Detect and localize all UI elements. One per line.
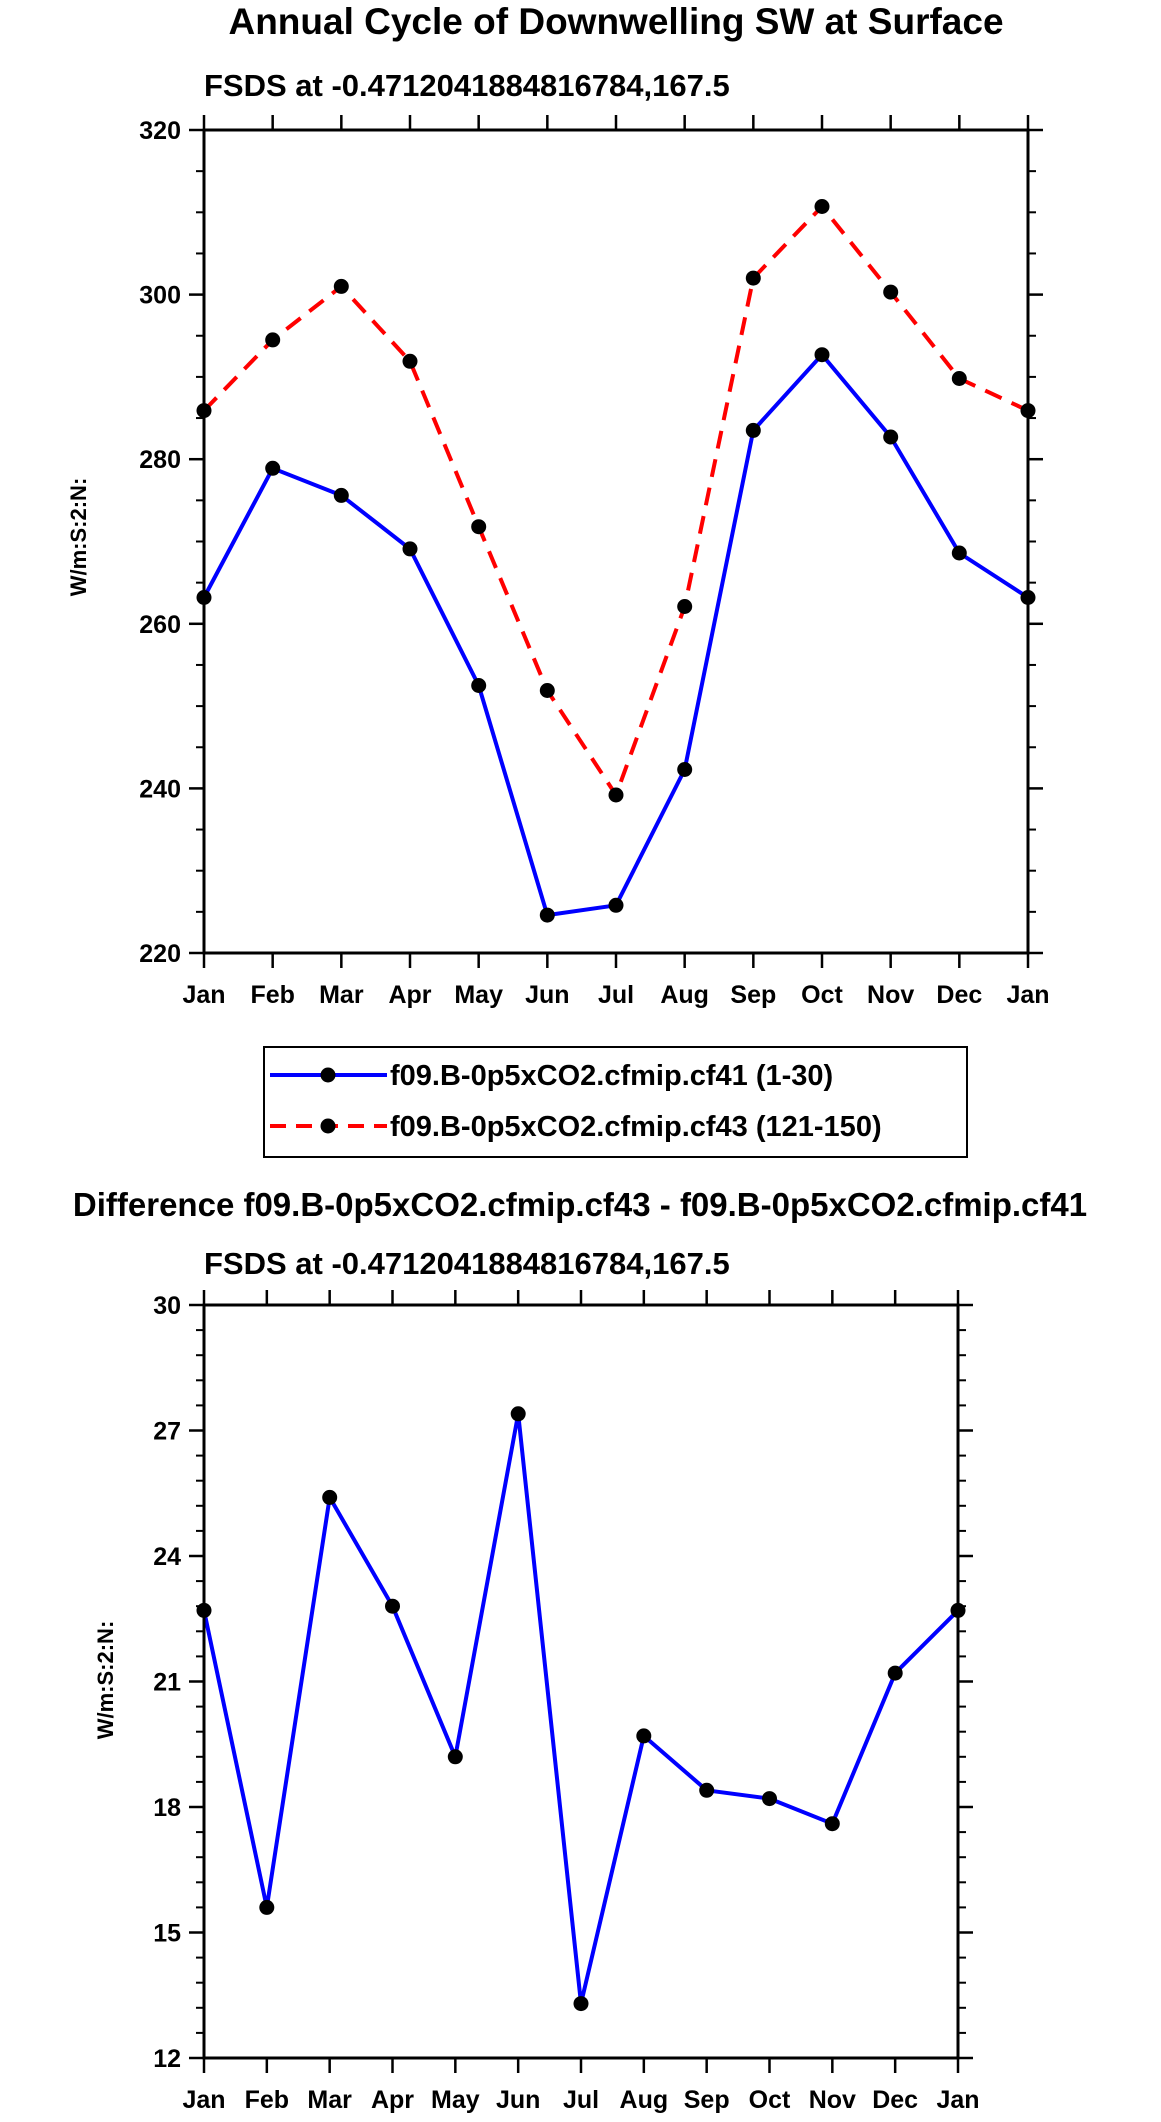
x-tick-label: Dec: [872, 2086, 918, 2114]
data-point-series-2: [814, 199, 830, 214]
y-tick-label: 24: [153, 1543, 181, 1571]
top-chart-y-tick-labels: 220 240 260 280 300 320: [139, 117, 181, 968]
top-chart-ylabel: W/m:S:2:N:: [66, 478, 91, 597]
x-tick-label: Nov: [809, 2086, 856, 2114]
legend-marker-cf43: [320, 1118, 336, 1134]
data-point-series-1: [699, 1782, 715, 1798]
data-point-series-2: [608, 787, 624, 803]
x-tick-label: Oct: [801, 981, 843, 1009]
bottom-chart-plot-frame: [202, 1303, 960, 2060]
top-chart-series: [196, 199, 1036, 923]
data-point-series-1: [322, 1489, 338, 1505]
y-tick-label: 320: [139, 117, 181, 145]
y-tick-label: 30: [153, 1292, 181, 1320]
bottom-chart-subtitle: FSDS at -0.4712041884816784,167.5: [204, 1246, 730, 1281]
legend-label-cf41: f09.B-0p5xCO2.cfmip.cf41 (1-30): [390, 1060, 833, 1092]
data-point-series-2: [265, 332, 281, 348]
top-chart-subtitle: FSDS at -0.4712041884816784,167.5: [204, 68, 730, 103]
x-tick-label: Jun: [496, 2086, 540, 2114]
legend-label-cf43: f09.B-0p5xCO2.cfmip.cf43 (121-150): [390, 1111, 882, 1143]
bottom-chart-x-tick-labels: Jan Feb Mar Apr May Jun Jul Aug Sep Oct Nov Dec Jan: [182, 2086, 979, 2114]
x-tick-label: Jan: [182, 981, 225, 1009]
y-tick-label: 280: [139, 446, 181, 474]
bottom-chart-title: Difference f09.B-0p5xCO2.cfmip.cf43 - f0…: [73, 1186, 1087, 1223]
data-point-series-1: [385, 1598, 400, 1614]
legend: f09.B-0p5xCO2.cfmip.cf41 (1-30) f09.B-0p…: [263, 1046, 968, 1158]
bottom-chart: Difference f09.B-0p5xCO2.cfmip.cf43 - f0…: [73, 1186, 1087, 2114]
bottom-chart-y-tick-labels: 12 15 18 21 24 27 30: [153, 1292, 181, 2073]
x-tick-label: Sep: [684, 2086, 730, 2114]
x-tick-label: Mar: [319, 981, 364, 1009]
y-tick-label: 15: [153, 1920, 181, 1948]
x-tick-label: Jun: [525, 981, 569, 1009]
x-tick-label: Feb: [250, 981, 294, 1009]
bottom-chart-ylabel: W/m:S:2:N:: [93, 1621, 118, 1740]
legend-box: [263, 1046, 968, 1158]
data-point-series-1: [265, 460, 281, 476]
data-point-series-1: [824, 1816, 840, 1832]
top-chart: Annual Cycle of Downwelling SW at Surfac…: [66, 1, 1050, 1009]
data-point-series-1: [333, 487, 349, 503]
top-chart-tick-marks: [189, 115, 1043, 968]
data-point-series-1: [447, 1749, 463, 1765]
data-point-series-1: [951, 545, 967, 561]
x-tick-label: Jan: [936, 2086, 979, 2114]
x-tick-label: Jul: [598, 981, 634, 1009]
data-point-series-1: [471, 678, 487, 693]
y-tick-label: 18: [153, 1794, 181, 1822]
data-point-series-1: [510, 1406, 526, 1422]
data-point-series-1: [745, 422, 761, 438]
y-tick-label: 12: [153, 2045, 181, 2073]
data-point-series-2: [402, 353, 418, 369]
top-chart-plot-frame: [202, 128, 1030, 955]
y-tick-label: 240: [139, 775, 181, 803]
data-point-series-2: [333, 278, 349, 294]
data-point-series-2: [745, 270, 761, 286]
data-point-series-2: [951, 371, 967, 386]
y-tick-label: 300: [139, 282, 181, 310]
data-point-series-1: [259, 1899, 275, 1915]
x-tick-label: Aug: [620, 2086, 669, 2114]
data-point-series-2: [471, 519, 487, 535]
x-tick-label: Apr: [371, 2086, 414, 2114]
x-tick-label: May: [431, 2086, 480, 2114]
x-tick-label: Feb: [245, 2086, 289, 2114]
data-point-series-2: [677, 599, 693, 614]
data-point-series-1: [814, 347, 830, 363]
legend-marker-cf41: [320, 1067, 336, 1083]
data-point-series-1: [608, 897, 624, 913]
x-tick-label: Aug: [660, 981, 709, 1009]
data-point-series-1: [677, 762, 693, 777]
x-tick-label: Nov: [867, 981, 914, 1009]
x-tick-label: Jul: [563, 2086, 599, 2114]
data-point-series-1: [883, 429, 899, 445]
y-tick-label: 21: [153, 1669, 181, 1697]
x-tick-label: Mar: [307, 2086, 352, 2114]
x-tick-label: Dec: [936, 981, 982, 1009]
top-chart-title: Annual Cycle of Downwelling SW at Surfac…: [228, 1, 1003, 42]
x-tick-label: Oct: [749, 2086, 791, 2114]
x-tick-label: Jan: [1006, 981, 1049, 1009]
x-tick-label: Sep: [730, 981, 776, 1009]
y-tick-label: 220: [139, 940, 181, 968]
data-point-series-1: [762, 1791, 777, 1807]
top-chart-x-tick-labels: Jan Feb Mar Apr May Jun Jul Aug Sep Oct Nov Dec Jan: [182, 981, 1049, 1009]
data-point-series-1: [887, 1665, 903, 1681]
x-tick-label: Jan: [182, 2086, 225, 2114]
data-point-series-1: [636, 1728, 652, 1744]
data-point-series-1: [573, 1996, 589, 2012]
y-tick-label: 260: [139, 611, 181, 639]
y-tick-label: 27: [153, 1418, 181, 1446]
data-point-series-1: [402, 541, 418, 557]
data-point-series-2: [539, 683, 555, 698]
data-point-series-1: [539, 907, 555, 923]
data-point-series-2: [883, 284, 899, 300]
x-tick-label: Apr: [388, 981, 431, 1009]
x-tick-label: May: [454, 981, 503, 1009]
